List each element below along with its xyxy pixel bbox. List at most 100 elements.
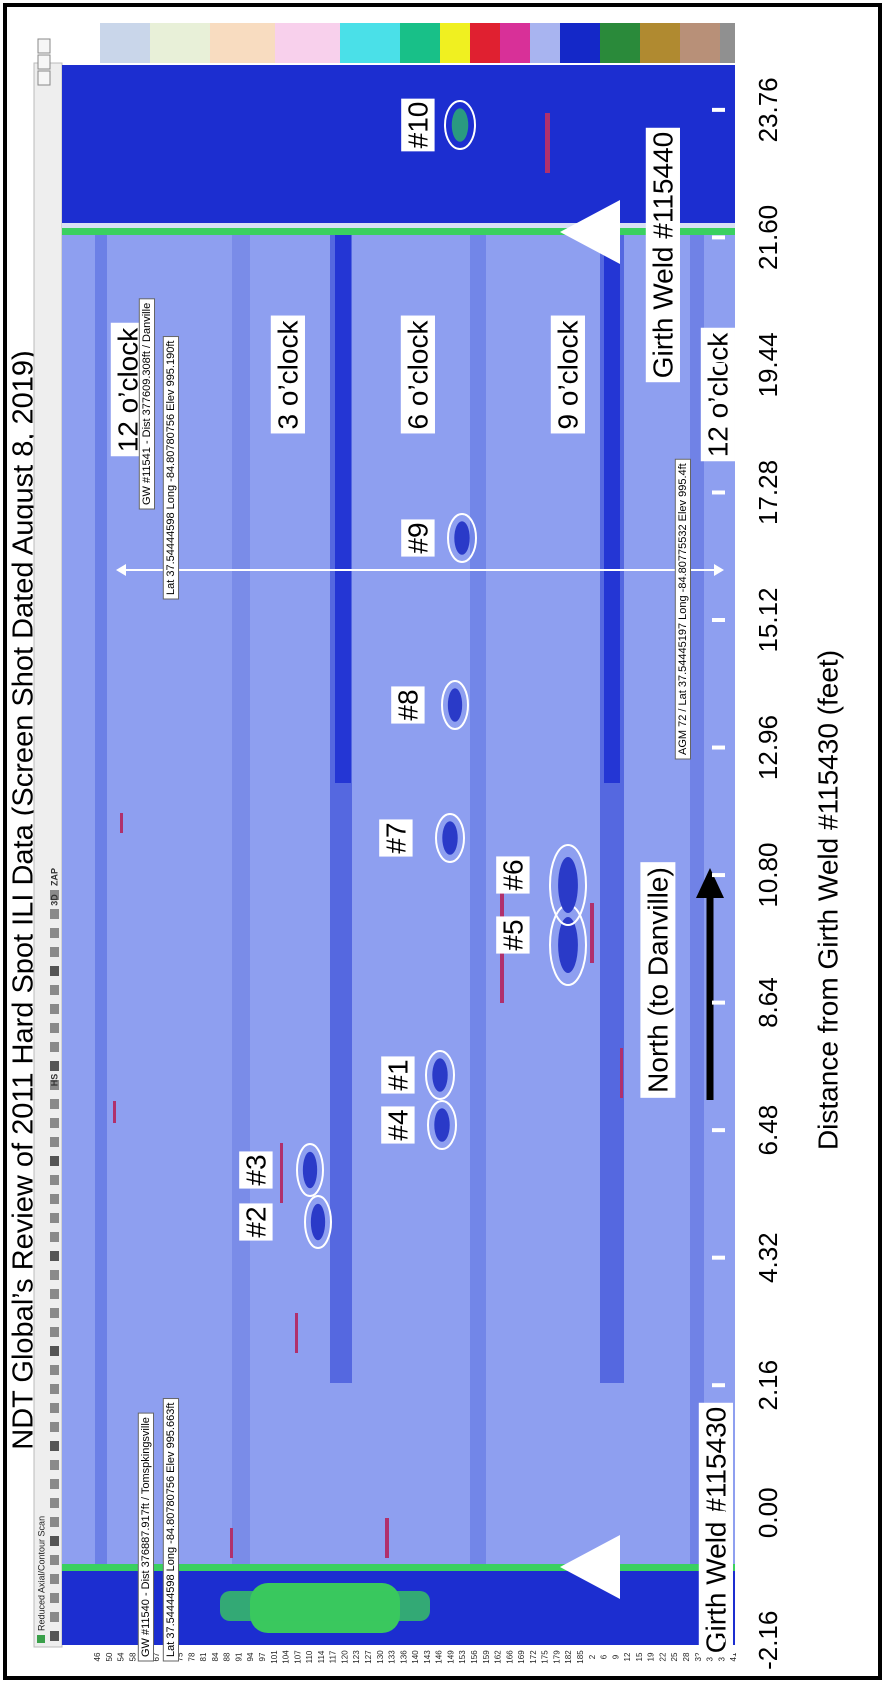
ruler-label: 175 (541, 1650, 550, 1664)
streak (385, 1518, 389, 1558)
anomaly-label: #9 (402, 522, 433, 553)
ruler-label: 169 (517, 1650, 526, 1664)
x-tick-label: 21.60 (753, 205, 783, 270)
x-tick-label: 6.48 (753, 1105, 783, 1156)
anomaly-ring (304, 1195, 332, 1249)
toolbar-icon (50, 1346, 59, 1356)
ruler-label: 104 (282, 1650, 291, 1664)
toolbar-icon (50, 1194, 59, 1204)
red-streaks (113, 113, 623, 1558)
clock-label-box (110, 322, 145, 457)
toolbar-icon (50, 1175, 59, 1185)
ruler-label: 58 (128, 1652, 137, 1661)
toolbar-icon (50, 966, 59, 976)
toolbar-label: 3D (49, 894, 59, 906)
toolbar-icon (50, 1213, 59, 1223)
clock-label: 6 o’clock (402, 320, 433, 430)
weld-label-box (645, 127, 680, 383)
ruler-label: 81 (199, 1652, 208, 1661)
toolbar-icon (50, 947, 59, 957)
anomaly-ring (549, 844, 587, 926)
x-tick-label: -2.16 (753, 1611, 783, 1670)
ruler-label: 50 (105, 1652, 114, 1661)
anomaly-label-group: #9 (401, 519, 435, 557)
anomaly-label: #1 (382, 1059, 413, 1090)
toolbar-icon (50, 1555, 59, 1565)
app-icon (37, 1635, 45, 1643)
anomaly-core (558, 857, 578, 913)
x-tick-label: 4.32 (753, 1232, 783, 1283)
clock-label: 12 o’clock (702, 332, 733, 458)
ruler-label: 12 (623, 1652, 632, 1661)
anomaly-label-group: #5 (496, 916, 530, 954)
x-tick-label: 2.16 (753, 1360, 783, 1411)
anomaly-ring (296, 1143, 324, 1197)
window-title: Reduced Axial/Contour Scan (36, 1516, 46, 1631)
scan-band (690, 65, 704, 1645)
minimize-button[interactable] (37, 70, 51, 86)
anomaly-label-group: #3 (239, 1151, 273, 1189)
clock-label-box (700, 327, 735, 462)
streak (230, 1528, 233, 1558)
toolbar-icon (50, 1574, 59, 1584)
anomaly-label-group: #4 (381, 1106, 415, 1144)
close-button[interactable] (37, 38, 51, 54)
anomaly-label-box (401, 98, 435, 152)
swatch (500, 23, 530, 63)
toolbar-icon (50, 1080, 59, 1090)
toolbar-icon (50, 1498, 59, 1508)
anomaly-label: #7 (380, 822, 411, 853)
anomaly-ring (441, 680, 469, 730)
clock-label-box (400, 315, 435, 434)
clock-label-group: 12 o’clock (110, 322, 145, 457)
window-controls (37, 38, 51, 86)
ruler-label: 182 (564, 1650, 573, 1664)
toolbar-icon (50, 1156, 59, 1166)
ruler-label: 97 (258, 1652, 267, 1661)
weld-info-box (137, 1412, 155, 1662)
anomaly-label-box (239, 1151, 273, 1189)
ruler-label: 9 (611, 1654, 620, 1659)
ruler-label: 130 (376, 1650, 385, 1664)
x-tick-label: 17.28 (753, 460, 783, 525)
weld-info-group: GW #11540 - Dist 376887.917ft / Tomspkin… (137, 1412, 155, 1662)
green-cluster (220, 1591, 430, 1621)
weld-pointer (560, 200, 620, 264)
toolbar-icon (50, 1270, 59, 1280)
swatch (100, 23, 150, 63)
streak (620, 1048, 623, 1098)
maximize-button[interactable] (37, 54, 51, 70)
weld-info: GW #11541 - Dist 377609.308ft / Danville (141, 303, 153, 505)
ruler-label: 110 (305, 1650, 314, 1663)
clock-label-group: 6 o’clock (400, 315, 435, 434)
weld-coords-box (162, 1398, 180, 1662)
toolbar-icon (50, 1593, 59, 1603)
weld-info: GW #11540 - Dist 376887.917ft / Tomspkin… (140, 1417, 152, 1657)
ruler-label: 133 (388, 1650, 397, 1664)
toolbar-icon (50, 1023, 59, 1033)
ruler-label: 94 (246, 1652, 255, 1661)
ruler-label: 101 (270, 1650, 279, 1664)
x-tick-label: 12.96 (753, 715, 783, 780)
anomaly-label-box (381, 1056, 415, 1094)
clock-label-box (550, 315, 585, 434)
weld-label-group: Girth Weld #115440 (645, 127, 680, 383)
swatch (560, 23, 600, 63)
toolbar-icon (50, 1061, 59, 1071)
ruler-label: 156 (470, 1650, 479, 1664)
ruler-label: 123 (352, 1650, 361, 1664)
swatch (600, 23, 640, 63)
anomaly-label-group: #1 (381, 1056, 415, 1094)
anomaly-core (310, 1203, 326, 1241)
streak (295, 1313, 298, 1353)
anomaly-label-box (496, 856, 530, 894)
ruler-label: 146 (435, 1650, 444, 1664)
ruler-label: 179 (552, 1650, 561, 1664)
streak (590, 903, 594, 963)
anomaly-label-box (239, 1203, 273, 1241)
anomaly-label: #5 (497, 919, 528, 950)
anomaly-ring (427, 1100, 457, 1150)
anomaly-label-box (391, 686, 425, 724)
